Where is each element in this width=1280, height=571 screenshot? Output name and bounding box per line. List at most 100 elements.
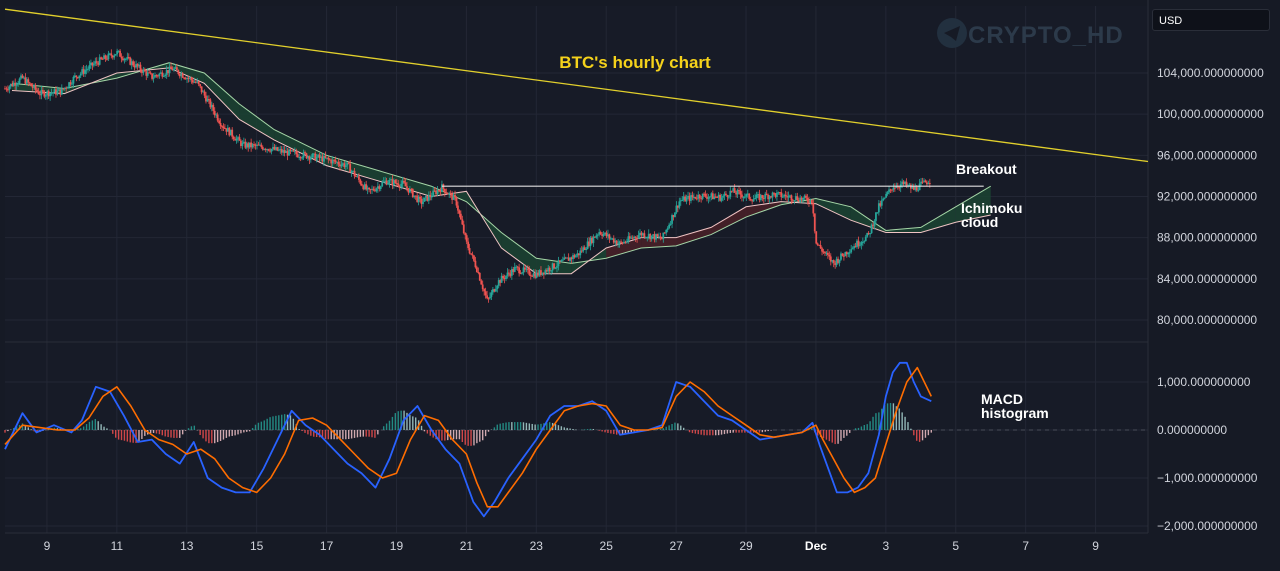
candle-body bbox=[4, 88, 6, 90]
candle-body bbox=[189, 77, 191, 79]
candle-body bbox=[79, 73, 82, 76]
candle-body bbox=[598, 232, 601, 235]
candle-body bbox=[561, 259, 564, 261]
candle-body bbox=[75, 75, 78, 78]
time-tick-label: 21 bbox=[460, 539, 474, 553]
candle-body bbox=[579, 250, 582, 256]
candle-body bbox=[847, 252, 850, 255]
candle-body bbox=[911, 186, 914, 189]
candle-body bbox=[628, 236, 631, 239]
candle-body bbox=[698, 194, 701, 199]
candle-body bbox=[856, 240, 858, 248]
candles bbox=[4, 48, 931, 303]
candle-body bbox=[573, 255, 576, 258]
candle-body bbox=[17, 82, 20, 85]
candle-body bbox=[305, 153, 308, 159]
candle-body bbox=[564, 257, 567, 259]
candle-body bbox=[917, 190, 920, 192]
candle-body bbox=[582, 247, 585, 252]
candle-body bbox=[98, 57, 101, 65]
candle-body bbox=[593, 236, 596, 238]
candle-body bbox=[50, 92, 53, 94]
candle-body bbox=[790, 195, 793, 201]
candle-body bbox=[510, 269, 513, 276]
candle-body bbox=[659, 236, 662, 239]
candle-body bbox=[809, 199, 812, 203]
candle-body bbox=[531, 275, 534, 277]
currency-selector[interactable]: USD bbox=[1152, 9, 1270, 31]
candle-body bbox=[145, 71, 148, 76]
candle-body bbox=[649, 233, 652, 240]
candle-body bbox=[8, 86, 11, 90]
candle-body bbox=[250, 142, 253, 148]
candle-body bbox=[312, 153, 315, 155]
cloud-segment bbox=[885, 227, 921, 233]
candle-body bbox=[457, 205, 459, 211]
time-tick-label: 9 bbox=[44, 539, 51, 553]
candle-body bbox=[347, 162, 350, 164]
candle-body bbox=[9, 83, 12, 87]
candle-body bbox=[509, 273, 512, 276]
candle-body bbox=[808, 201, 810, 203]
candle-body bbox=[668, 224, 671, 229]
candle-body bbox=[62, 88, 65, 90]
candle-body bbox=[181, 73, 184, 78]
candle-body bbox=[665, 229, 668, 233]
candle-body bbox=[365, 184, 368, 190]
candle-body bbox=[643, 233, 646, 238]
candle-body bbox=[880, 200, 883, 206]
candle-body bbox=[449, 192, 452, 194]
candle-body bbox=[439, 190, 442, 192]
candle-body bbox=[307, 156, 309, 159]
candle-body bbox=[111, 55, 114, 58]
candle-body bbox=[282, 150, 285, 153]
annotation-histogram: histogram bbox=[981, 405, 1049, 421]
candle-body bbox=[196, 81, 199, 83]
price-tick-label: 104,000.000000000 bbox=[1157, 66, 1264, 80]
candle-body bbox=[792, 200, 794, 202]
candle-body bbox=[245, 143, 248, 148]
candle-body bbox=[663, 232, 666, 234]
candle-body bbox=[612, 238, 615, 243]
candle-body bbox=[191, 80, 194, 83]
candle-body bbox=[149, 72, 152, 74]
macd-pane bbox=[5, 343, 1148, 533]
candle-body bbox=[296, 154, 299, 158]
candle-body bbox=[165, 70, 168, 75]
candle-body bbox=[558, 260, 561, 262]
candle-body bbox=[455, 197, 458, 206]
candle-body bbox=[21, 75, 24, 78]
candle-body bbox=[729, 190, 732, 197]
candle-body bbox=[486, 295, 488, 299]
candle-body bbox=[441, 184, 443, 192]
candle-body bbox=[46, 91, 49, 96]
candle-body bbox=[722, 195, 724, 198]
candle-body bbox=[187, 77, 190, 79]
candle-body bbox=[333, 159, 336, 161]
candle-body bbox=[825, 252, 828, 254]
candle-body bbox=[630, 237, 633, 239]
candle-body bbox=[436, 190, 439, 195]
candle-body bbox=[828, 254, 831, 257]
candle-body bbox=[704, 193, 707, 197]
candle-body bbox=[512, 269, 515, 272]
candle-body bbox=[861, 241, 864, 243]
candle-body bbox=[454, 194, 456, 198]
candle-body bbox=[87, 68, 89, 70]
candle-body bbox=[127, 57, 130, 59]
cloud-segment bbox=[606, 237, 642, 259]
candle-body bbox=[518, 267, 521, 274]
candle-body bbox=[232, 136, 235, 139]
candle-body bbox=[240, 140, 242, 146]
candle-body bbox=[636, 237, 638, 239]
cloud-segment bbox=[711, 206, 747, 235]
candle-body bbox=[184, 78, 187, 80]
time-tick-label: Dec bbox=[805, 539, 827, 553]
candle-body bbox=[912, 186, 915, 190]
candle-body bbox=[199, 84, 202, 87]
cloud-segment bbox=[815, 198, 851, 221]
candle-body bbox=[751, 200, 754, 202]
candle-body bbox=[426, 195, 429, 201]
candle-body bbox=[291, 150, 293, 152]
